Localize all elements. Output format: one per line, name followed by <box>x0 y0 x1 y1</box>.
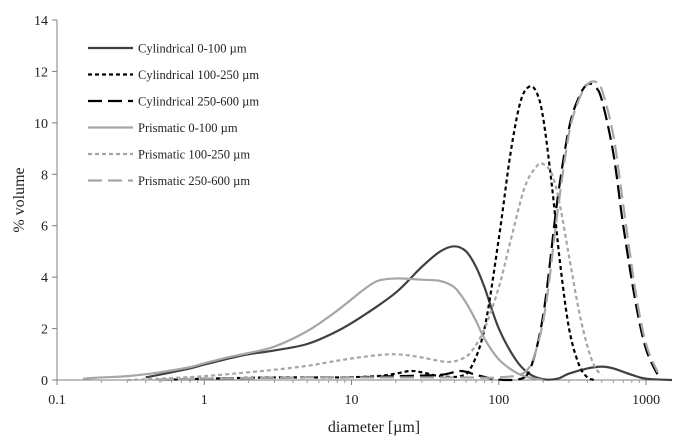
y-tick-label: 8 <box>41 168 48 183</box>
legend-label: Cylindrical 0-100 µm <box>138 42 247 56</box>
axes: 0 2 4 6 8 10 12 14 0.1 1 10 100 1000 <box>34 14 672 408</box>
x-axis-title: diameter [µm] <box>328 419 420 436</box>
legend-label: Prismatic 0-100 µm <box>138 121 238 135</box>
legend-label: Cylindrical 250-600 µm <box>138 95 259 109</box>
y-tick-label: 0 <box>41 374 48 389</box>
y-axis-title: % volume <box>11 167 28 232</box>
x-tick-label: 10 <box>345 393 359 408</box>
legend: Cylindrical 0-100 µm Cylindrical 100-250 … <box>88 42 259 188</box>
y-tick-label: 6 <box>41 220 48 235</box>
series-line-5 <box>127 162 603 382</box>
series-layer <box>82 80 673 382</box>
y-tick-label: 14 <box>34 14 48 29</box>
series-line-1 <box>145 245 673 382</box>
y-tick-label: 12 <box>34 65 48 80</box>
x-tick-label: 1000 <box>632 393 660 408</box>
legend-label: Cylindrical 100-250 µm <box>138 68 259 82</box>
series-line-6 <box>159 80 659 382</box>
y-tick-label: 2 <box>41 323 48 338</box>
legend-label: Prismatic 100-250 µm <box>138 148 250 162</box>
legend-label: Prismatic 250-600 µm <box>138 174 250 188</box>
x-tick-label: 1 <box>201 393 208 408</box>
x-tick-label: 0.1 <box>48 393 66 408</box>
y-tick-label: 4 <box>41 271 48 286</box>
x-tick-label: 100 <box>488 393 509 408</box>
y-tick-label: 10 <box>34 117 48 132</box>
series-line-4 <box>82 277 544 382</box>
